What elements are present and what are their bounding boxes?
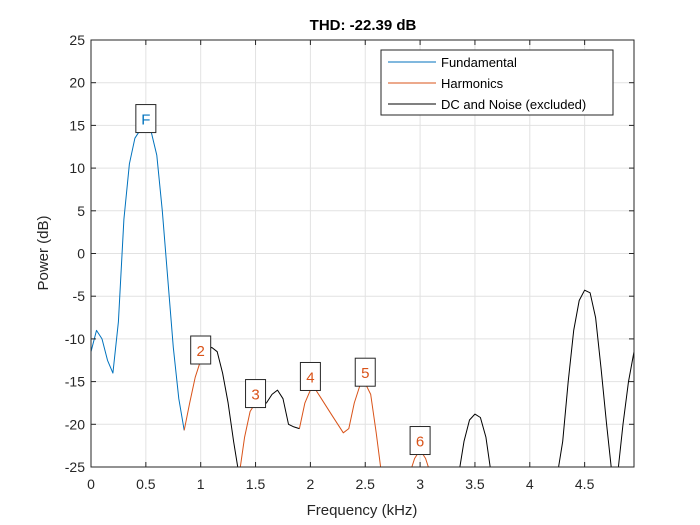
y-tick-label: 0 <box>77 246 85 262</box>
harmonic-marker-box <box>354 357 376 387</box>
y-tick-label: -15 <box>65 374 85 390</box>
series-noise-line <box>617 351 634 467</box>
harmonic-marker-label: 3 <box>251 387 259 404</box>
chart-title: THD: -22.39 dB <box>310 17 417 34</box>
legend-label-fundamental: Fundamental <box>441 55 517 70</box>
harmonic-marker-box <box>135 104 157 134</box>
harmonic-marker-box <box>245 379 267 409</box>
series-harmonics-line <box>298 382 382 467</box>
y-tick-label: 25 <box>69 32 85 48</box>
series-layer <box>91 126 634 467</box>
y-tick-label: -25 <box>65 459 85 475</box>
legend-label-harmonics: Harmonics <box>441 76 504 91</box>
series-harmonics-line <box>239 402 262 467</box>
x-tick-label: 4.5 <box>575 476 595 492</box>
x-tick-label: 3.5 <box>465 476 485 492</box>
axis-ticks: 0 0.5 1 1.5 2 2.5 3 3.5 4 4.5 -25 -20 -15 -10 -5 0 5 10 15… <box>65 32 634 492</box>
x-tick-label: 0.5 <box>136 476 156 492</box>
series-noise-line <box>558 289 612 467</box>
legend: Fundamental Harmonics DC and Noise (excl… <box>380 49 614 116</box>
y-tick-label: 20 <box>69 75 85 91</box>
harmonic-marker-label: F <box>141 112 150 129</box>
harmonic-marker-label: 6 <box>416 434 424 451</box>
y-tick-label: -5 <box>73 288 86 304</box>
series-fundamental-line <box>91 126 185 431</box>
harmonic-marker-box <box>299 361 321 391</box>
y-tick-label: 15 <box>69 117 85 133</box>
x-tick-label: 1 <box>197 476 205 492</box>
y-tick-label: -10 <box>65 331 85 347</box>
x-tick-label: 2 <box>306 476 314 492</box>
harmonic-marker-label: 4 <box>306 369 314 386</box>
x-tick-label: 4 <box>526 476 534 492</box>
harmonic-marker-box <box>190 335 212 365</box>
x-tick-label: 2.5 <box>356 476 376 492</box>
series-noise-line <box>205 346 239 467</box>
y-tick-label: 10 <box>69 160 85 176</box>
x-tick-label: 0 <box>87 476 95 492</box>
legend-label-noise: DC and Noise (excluded) <box>441 97 586 112</box>
harmonic-marker-box <box>409 426 431 456</box>
y-axis-label: Power (dB) <box>35 215 52 290</box>
harmonic-marker-label: 5 <box>361 365 369 382</box>
harmonic-marker-label: 2 <box>197 343 205 360</box>
y-tick-label: -20 <box>65 416 85 432</box>
series-noise-line <box>260 389 300 430</box>
y-tick-label: 5 <box>77 203 85 219</box>
x-tick-label: 1.5 <box>246 476 266 492</box>
x-tick-label: 3 <box>416 476 424 492</box>
x-axis-label: Frequency (kHz) <box>307 502 418 519</box>
harmonic-markers: F 2 3 4 5 6 <box>135 104 431 456</box>
series-noise-line <box>459 413 491 467</box>
